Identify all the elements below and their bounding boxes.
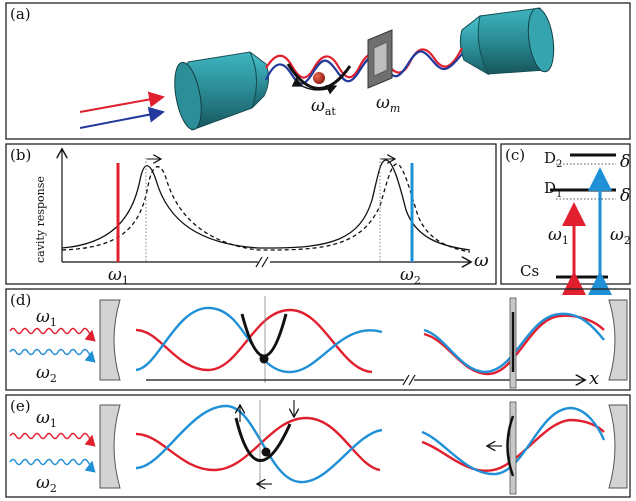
cavity-response-dashed [61,163,471,253]
panel-a-frame [5,2,631,140]
d-omega2-input-wave [9,348,96,363]
d-left-mirror [99,299,121,381]
cs-label: Cs [520,262,539,280]
e-omega2-input-wave [9,458,96,473]
delta-top-label: δ [620,152,630,172]
cavity-wave-red [265,47,463,79]
membrane [367,29,393,89]
omega-xlabel: ω [474,250,489,271]
e-right-mirror [608,404,628,489]
d-axis-break [402,374,416,386]
omega-at-label: ωat [311,96,336,118]
input-beam-red [79,91,165,113]
e-omega2-label: ω2 [36,473,57,495]
e-atom [261,447,271,457]
atom [313,72,325,84]
e-membrane [506,415,515,477]
d-right-mirror [608,299,628,381]
delta-bottom-label: δ [620,186,630,206]
d-omega1-input-wave [9,327,96,342]
d-atom [259,354,269,364]
panel-e: (e) ω1 ω2 [5,394,631,498]
input-beam-blue [79,106,165,129]
d-omega1-label: ω1 [36,307,57,329]
panel-d: (d) ω1 ω2 x [5,288,631,391]
panel-c-tag: (c) [505,146,525,164]
omega2-tick-label: ω2 [400,265,421,287]
d-wave-blue-left [135,306,383,374]
right-fiber-connector [459,7,555,76]
e-omega1-input-wave [9,432,96,447]
e-trap-potential [234,417,292,462]
axis-break-mark [255,256,269,268]
d-wave-red-left [135,308,373,374]
panel-e-tag: (e) [10,397,31,415]
panel-c: (c) D2 D1 δ δ Cs ω1 ω2 [500,143,631,295]
e-left-mirror [99,404,121,489]
omega2-transition-label: ω2 [610,225,631,247]
left-fiber-connector [174,51,270,131]
d-x-label: x [589,368,599,389]
omega1-transition-label: ω1 [548,225,569,247]
panel-d-frame [5,288,631,391]
panel-a-tag: (a) [10,5,31,23]
e-omega1-label: ω1 [36,408,57,430]
panel-b-frame [5,143,497,285]
atom-oscillation-arrow [291,77,338,95]
d-omega2-label: ω2 [36,363,57,385]
omega-m-label: ωm [376,93,400,115]
e-wave-red-left [135,416,381,472]
omega1-tick-label: ω1 [108,265,129,287]
panel-b-tag: (b) [10,146,31,164]
cavity-response-solid [61,159,471,251]
d1-label: D1 [544,179,562,200]
d2-label: D2 [544,149,562,170]
cavity-response-ylabel: cavity response [34,176,47,263]
panel-d-tag: (d) [10,291,31,309]
panel-a: (a) ωat ωm [5,2,631,140]
panel-e-frame [5,394,631,498]
panel-b: (b) cavity response ω ω1 ω2 [5,143,497,287]
e-wave-blue-right [421,406,606,476]
e-membrane-frame [509,401,517,495]
e-wave-blue-left [135,404,383,484]
